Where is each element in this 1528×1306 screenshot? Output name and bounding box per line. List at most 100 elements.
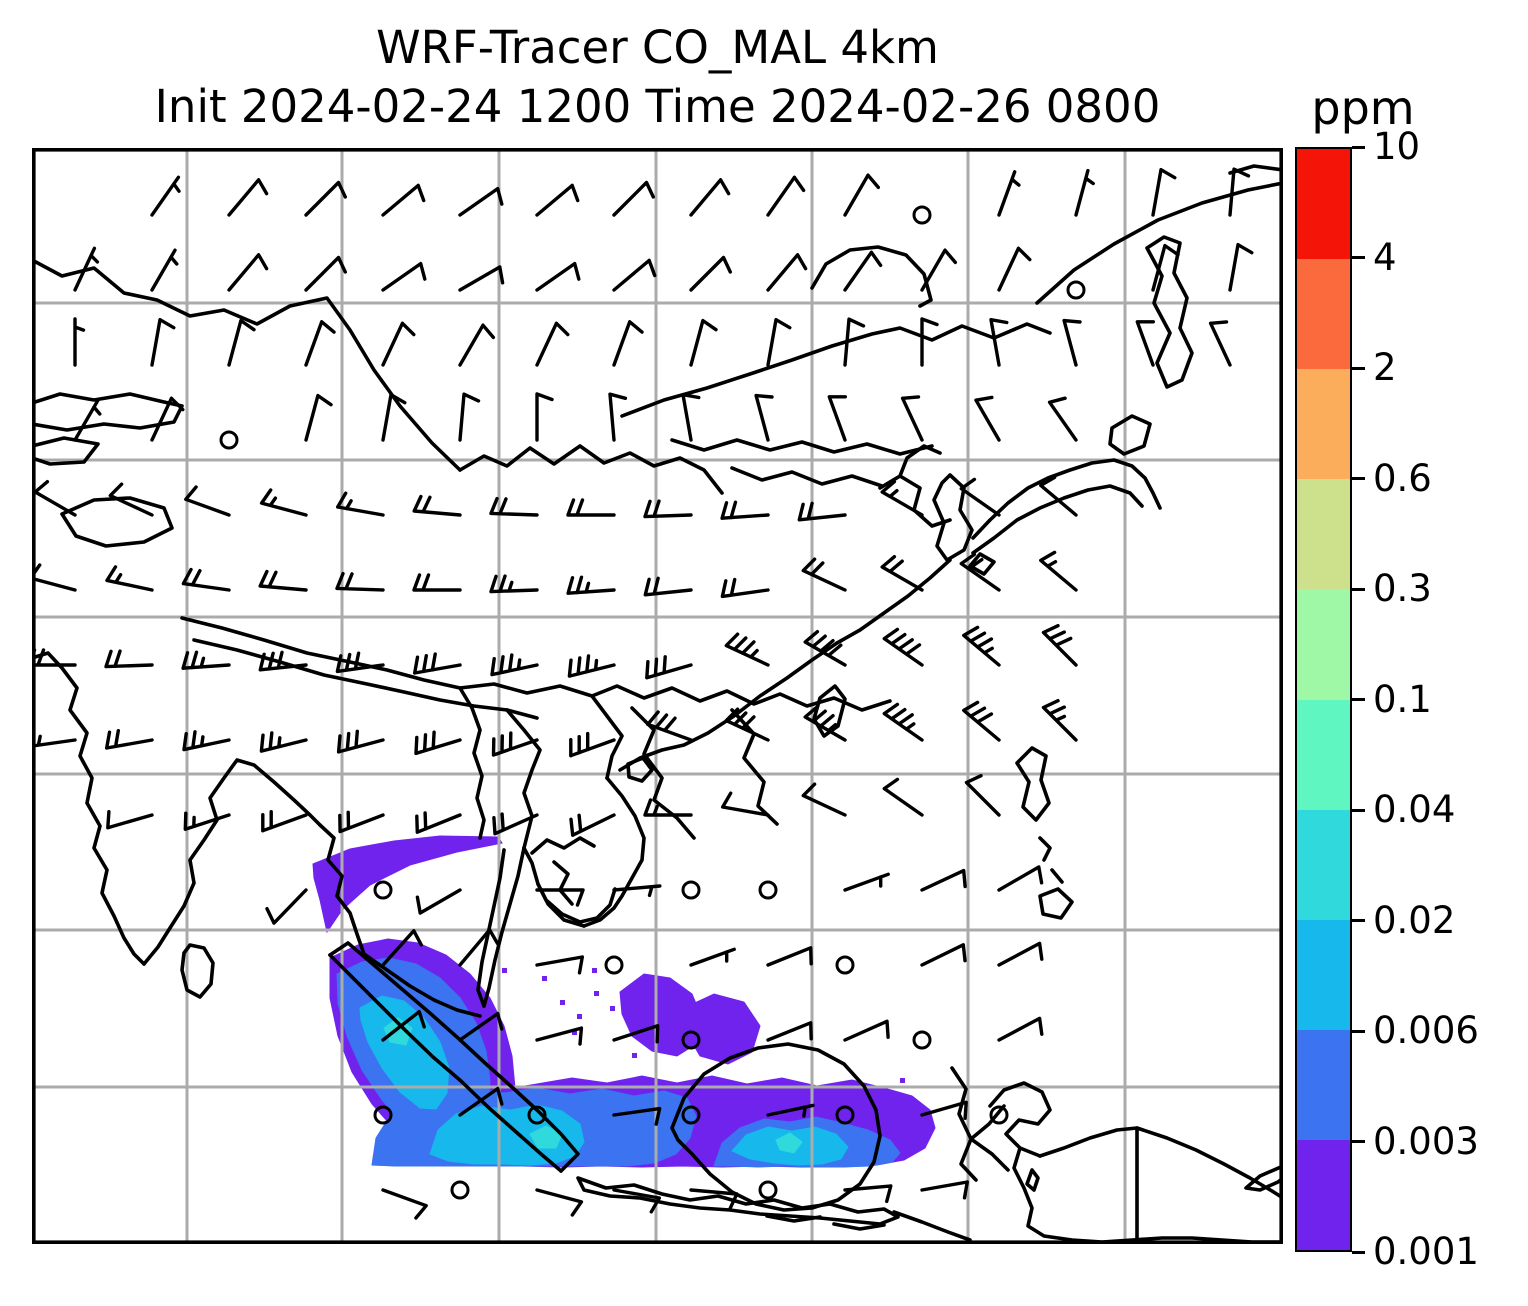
wind-barb [181, 567, 231, 592]
colorbar-tick-label: 0.3 [1373, 567, 1432, 610]
colorbar-segment [1297, 589, 1350, 700]
wind-barb [689, 255, 732, 292]
colorbar-segment [1297, 259, 1350, 370]
wind-barb [827, 395, 847, 442]
tracer-speck [560, 1000, 565, 1005]
colorbar-segment [1297, 479, 1350, 590]
wind-barb [535, 1188, 584, 1217]
wind-barb [381, 183, 426, 217]
wind-barb [415, 888, 462, 915]
hokkaido-island [1108, 414, 1152, 456]
colorbar-body [1295, 147, 1352, 1252]
figure-subtitle: Init 2024-02-24 1200 Time 2024-02-26 080… [154, 80, 1161, 134]
colorbar-tick-mark [1352, 808, 1365, 812]
tracer-speck [900, 1078, 905, 1083]
calm-wind-circle [681, 880, 701, 900]
wind-barb [997, 1016, 1044, 1042]
wind-barb [150, 175, 181, 217]
gridlines-layer [32, 148, 1283, 1244]
wind-barb [843, 173, 880, 217]
colorbar-tick-mark [1352, 1029, 1365, 1033]
wind-barbs-layer [32, 167, 1254, 1220]
wind-barb [150, 248, 179, 292]
wind-barb [1151, 243, 1180, 292]
colorbar-tick-label: 0.006 [1373, 1009, 1479, 1052]
china-east-coast [618, 558, 952, 772]
calm-wind-circle [912, 205, 932, 225]
wind-barb [535, 1026, 584, 1046]
calm-wind-circle [681, 1030, 701, 1050]
philippine-chain [1038, 836, 1074, 920]
wind-barb [843, 872, 890, 892]
wind-barb [724, 632, 770, 667]
luzon-island [1015, 746, 1051, 822]
calm-wind-circle [450, 1180, 470, 1200]
wind-barb [106, 810, 154, 830]
wind-barb [182, 730, 231, 752]
wind-barb [612, 1024, 660, 1044]
wind-barb [458, 265, 505, 292]
japan-inner-arc [971, 484, 1144, 555]
timor-small-island [1025, 1168, 1040, 1192]
wind-barb [797, 501, 847, 522]
wind-barb [414, 730, 462, 756]
colorbar-tick-label: 0.001 [1373, 1230, 1479, 1273]
india-east-coast [142, 758, 322, 966]
wind-barb [1047, 396, 1078, 442]
colorbar-segment [1297, 149, 1350, 260]
wind-barb [335, 651, 385, 674]
colorbar-segment [1297, 809, 1350, 920]
wind-barb [843, 1019, 890, 1042]
indochina-north-b [505, 708, 542, 850]
tracer-speck [592, 968, 597, 973]
wind-barb [183, 811, 231, 831]
wind-barb [265, 888, 308, 925]
wind-barb [754, 393, 774, 442]
wind-barb [304, 180, 347, 217]
wind-barb [535, 321, 570, 367]
wind-barb [997, 170, 1021, 217]
wind-barb [105, 565, 154, 592]
colorbar-segment [1297, 699, 1350, 810]
colorbar-tick-mark [1352, 145, 1365, 149]
wind-barb [689, 178, 731, 217]
wind-barb [1228, 243, 1254, 292]
wind-barb [766, 318, 792, 367]
wind-barb [566, 498, 616, 517]
wind-barb [920, 1100, 968, 1120]
tracer-speck [577, 1014, 582, 1019]
wind-barb [766, 1103, 815, 1118]
sakhalin-island [1145, 235, 1194, 389]
wind-barb [720, 577, 770, 599]
lake-a [32, 392, 184, 432]
wind-barb [989, 318, 1009, 367]
colorbar-tick-mark [1352, 1140, 1365, 1143]
wind-barb [766, 1021, 813, 1042]
wind-barb [259, 731, 308, 753]
tracer-speck [542, 976, 547, 981]
wind-barb [490, 653, 539, 677]
colorbar-segment [1297, 919, 1350, 1030]
wind-barb [258, 650, 308, 672]
wind-barb [227, 178, 269, 217]
indochina-north-a [590, 694, 624, 780]
lesser-sunda-islands [765, 1210, 972, 1242]
java-island [576, 1176, 900, 1226]
wind-barb [803, 705, 847, 742]
colorbar-tick-label: 0.6 [1373, 456, 1432, 500]
colorbar-segment [1297, 1139, 1350, 1250]
colorbar-tick-label: 0.04 [1373, 788, 1456, 831]
ne-inland-wiggle-a [670, 438, 934, 456]
calm-wind-circle [527, 1105, 547, 1125]
colorbar-tick-mark [1352, 256, 1365, 259]
wind-barb [259, 488, 308, 517]
sri-lanka-island [180, 943, 215, 999]
tracer-speck [642, 988, 647, 993]
wind-barb [458, 1011, 504, 1042]
wind-barb [413, 652, 462, 675]
wind-barb [336, 729, 385, 754]
tracer-speck [632, 1053, 637, 1058]
wind-barb [458, 186, 504, 217]
calm-wind-circle [758, 1180, 778, 1200]
colorbar: ppm 0.001 0.003 0.006 0.02 0.04 0.1 0.3 0.6 2 4 10 [1295, 81, 1525, 1273]
